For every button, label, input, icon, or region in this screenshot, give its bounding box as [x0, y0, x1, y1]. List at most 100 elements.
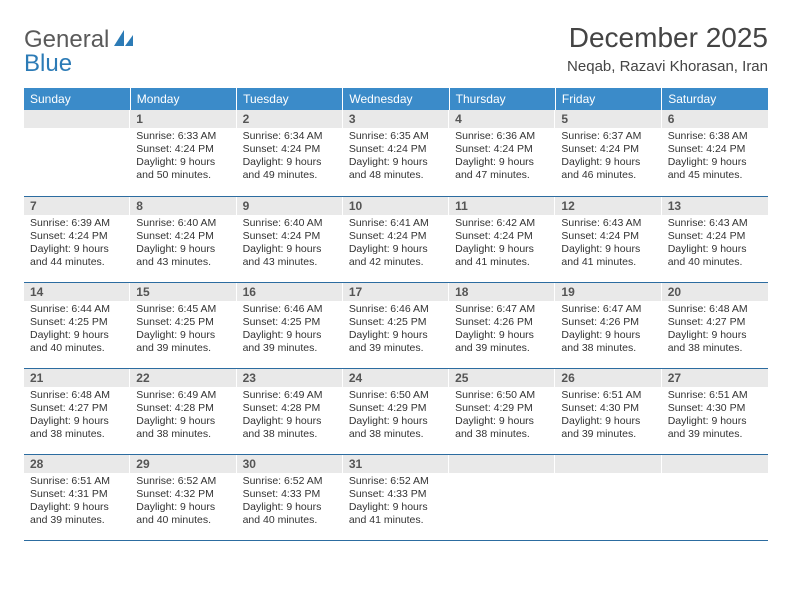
- sunrise-text: Sunrise: 6:39 AM: [30, 217, 124, 230]
- sunset-text: Sunset: 4:24 PM: [668, 230, 762, 243]
- daylight-text: Daylight: 9 hours and 39 minutes.: [30, 501, 124, 527]
- day-details: Sunrise: 6:41 AMSunset: 4:24 PMDaylight:…: [343, 215, 449, 274]
- calendar-cell: 16Sunrise: 6:46 AMSunset: 4:25 PMDayligh…: [237, 282, 343, 368]
- sunset-text: Sunset: 4:25 PM: [243, 316, 337, 329]
- day-number: 16: [237, 283, 343, 301]
- sunset-text: Sunset: 4:24 PM: [136, 143, 230, 156]
- day-number: 5: [555, 110, 661, 128]
- calendar-week-row: 21 Sunrise: 6:48 AMSunset: 4:27 PM Dayligh…: [24, 368, 768, 454]
- sunset-text: Sunset: 4:25 PM: [30, 316, 124, 329]
- sunrise-text: Sunrise: 6:36 AM: [455, 130, 549, 143]
- calendar-cell: 28Sunrise: 6:51 AMSunset: 4:31 PMDayligh…: [24, 454, 130, 540]
- day-details: Sunrise: 6:34 AMSunset: 4:24 PMDaylight:…: [237, 128, 343, 187]
- sunset-text: Sunset: 4:26 PM: [561, 316, 655, 329]
- day-number: 11: [449, 197, 555, 215]
- day-number: 9: [237, 197, 343, 215]
- day-number: 1: [130, 110, 236, 128]
- sunset-text: Sunset: 4:33 PM: [349, 488, 443, 501]
- day-details: Sunrise: 6:46 AMSunset: 4:25 PMDaylight:…: [343, 301, 449, 360]
- calendar-cell: 27Sunrise: 6:51 AMSunset: 4:30 PMDayligh…: [662, 368, 768, 454]
- sunset-text: Sunset: 4:24 PM: [561, 143, 655, 156]
- day-number: 21: [24, 369, 130, 387]
- daylight-text: Daylight: 9 hours and 41 minutes.: [455, 243, 549, 269]
- day-details: Sunrise: 6:48 AMSunset: 4:27 PMDaylight:…: [662, 301, 768, 360]
- header: GeneralBlue December 2025 Neqab, Razavi …: [24, 22, 768, 78]
- sunset-text: Sunset: 4:31 PM: [30, 488, 124, 501]
- day-details: Sunrise: 6:43 AMSunset: 4:24 PMDaylight:…: [662, 215, 768, 274]
- calendar-cell: 21Sunrise: 6:48 AMSunset: 4:27 PMDayligh…: [24, 368, 130, 454]
- day-number: 8: [130, 197, 236, 215]
- day-details: Sunrise: 6:43 AMSunset: 4:24 PMDaylight:…: [555, 215, 661, 274]
- day-number: 6: [662, 110, 768, 128]
- day-details: Sunrise: 6:49 AMSunset: 4:28 PMDaylight:…: [130, 387, 236, 446]
- daylight-text: Daylight: 9 hours and 49 minutes.: [243, 156, 337, 182]
- calendar-cell: 1Sunrise: 6:33 AMSunset: 4:24 PMDaylight…: [130, 110, 236, 196]
- calendar-cell: 8Sunrise: 6:40 AMSunset: 4:24 PMDaylight…: [130, 196, 236, 282]
- calendar-cell: 24Sunrise: 6:50 AMSunset: 4:29 PMDayligh…: [343, 368, 449, 454]
- sunrise-text: Sunrise: 6:46 AM: [349, 303, 443, 316]
- day-number: 20: [662, 283, 768, 301]
- daylight-text: Daylight: 9 hours and 46 minutes.: [561, 156, 655, 182]
- day-number: 29: [130, 455, 236, 473]
- daylight-text: Daylight: 9 hours and 39 minutes.: [243, 329, 337, 355]
- calendar-cell: 29Sunrise: 6:52 AMSunset: 4:32 PMDayligh…: [130, 454, 236, 540]
- day-details: Sunrise: 6:46 AMSunset: 4:25 PMDaylight:…: [237, 301, 343, 360]
- sunrise-text: Sunrise: 6:50 AM: [349, 389, 443, 402]
- sunset-text: Sunset: 4:25 PM: [349, 316, 443, 329]
- calendar-cell: 3Sunrise: 6:35 AMSunset: 4:24 PMDaylight…: [343, 110, 449, 196]
- day-number: 22: [130, 369, 236, 387]
- sunrise-text: Sunrise: 6:48 AM: [30, 389, 124, 402]
- daylight-text: Daylight: 9 hours and 38 minutes.: [668, 329, 762, 355]
- weekday-header: Saturday: [662, 88, 768, 110]
- daylight-text: Daylight: 9 hours and 39 minutes.: [668, 415, 762, 441]
- day-details: Sunrise: 6:52 AMSunset: 4:33 PMDaylight:…: [343, 473, 449, 532]
- brand-part2: Blue: [24, 50, 135, 78]
- day-number: 30: [237, 455, 343, 473]
- calendar-cell: 6Sunrise: 6:38 AMSunset: 4:24 PMDaylight…: [662, 110, 768, 196]
- day-details: Sunrise: 6:35 AMSunset: 4:24 PMDaylight:…: [343, 128, 449, 187]
- day-number: [555, 455, 661, 473]
- sunset-text: Sunset: 4:24 PM: [243, 143, 337, 156]
- brand-logo: GeneralBlue: [24, 22, 135, 78]
- sunrise-text: Sunrise: 6:33 AM: [136, 130, 230, 143]
- calendar-head: SundayMondayTuesdayWednesdayThursdayFrid…: [24, 88, 768, 110]
- calendar-table: SundayMondayTuesdayWednesdayThursdayFrid…: [24, 88, 768, 541]
- sunrise-text: Sunrise: 6:46 AM: [243, 303, 337, 316]
- calendar-cell: 17Sunrise: 6:46 AMSunset: 4:25 PMDayligh…: [343, 282, 449, 368]
- calendar-week-row: 28Sunrise: 6:51 AMSunset: 4:31 PMDayligh…: [24, 454, 768, 540]
- calendar-cell: [24, 110, 130, 196]
- calendar-cell: 23Sunrise: 6:49 AMSunset: 4:28 PMDayligh…: [237, 368, 343, 454]
- sunrise-text: Sunrise: 6:51 AM: [561, 389, 655, 402]
- weekday-header: Friday: [555, 88, 661, 110]
- daylight-text: Daylight: 9 hours and 39 minutes.: [136, 329, 230, 355]
- day-details: Sunrise: 6:38 AMSunset: 4:24 PMDaylight:…: [662, 128, 768, 187]
- sunrise-text: Sunrise: 6:47 AM: [561, 303, 655, 316]
- sunrise-text: Sunrise: 6:37 AM: [561, 130, 655, 143]
- daylight-text: Daylight: 9 hours and 42 minutes.: [349, 243, 443, 269]
- day-details: Sunrise: 6:45 AMSunset: 4:25 PMDaylight:…: [130, 301, 236, 360]
- sunset-text: Sunset: 4:28 PM: [136, 402, 230, 415]
- day-details: Sunrise: 6:44 AMSunset: 4:25 PMDaylight:…: [24, 301, 130, 360]
- day-details: Sunrise: 6:37 AMSunset: 4:24 PMDaylight:…: [555, 128, 661, 187]
- sunset-text: Sunset: 4:27 PM: [668, 316, 762, 329]
- calendar-week-row: 7Sunrise: 6:39 AMSunset: 4:24 PMDaylight…: [24, 196, 768, 282]
- calendar-cell: 26Sunrise: 6:51 AMSunset: 4:30 PMDayligh…: [555, 368, 661, 454]
- sunrise-text: Sunrise: 6:49 AM: [136, 389, 230, 402]
- day-number: 7: [24, 197, 130, 215]
- day-number: 14: [24, 283, 130, 301]
- calendar-cell: 10Sunrise: 6:41 AMSunset: 4:24 PMDayligh…: [343, 196, 449, 282]
- day-details: Sunrise: 6:52 AMSunset: 4:32 PMDaylight:…: [130, 473, 236, 532]
- calendar-cell: 31Sunrise: 6:52 AMSunset: 4:33 PMDayligh…: [343, 454, 449, 540]
- sunset-text: Sunset: 4:29 PM: [455, 402, 549, 415]
- sunset-text: Sunset: 4:27 PM: [30, 402, 124, 415]
- day-details: Sunrise: 6:39 AMSunset: 4:24 PMDaylight:…: [24, 215, 130, 274]
- sunset-text: Sunset: 4:24 PM: [349, 230, 443, 243]
- calendar-cell: 5Sunrise: 6:37 AMSunset: 4:24 PMDaylight…: [555, 110, 661, 196]
- calendar-cell: 7Sunrise: 6:39 AMSunset: 4:24 PMDaylight…: [24, 196, 130, 282]
- sunrise-text: Sunrise: 6:52 AM: [243, 475, 337, 488]
- day-details: Sunrise: 6:47 AMSunset: 4:26 PMDaylight:…: [555, 301, 661, 360]
- day-number: 10: [343, 197, 449, 215]
- sunset-text: Sunset: 4:24 PM: [561, 230, 655, 243]
- day-details: Sunrise: 6:40 AMSunset: 4:24 PMDaylight:…: [130, 215, 236, 274]
- daylight-text: Daylight: 9 hours and 41 minutes.: [349, 501, 443, 527]
